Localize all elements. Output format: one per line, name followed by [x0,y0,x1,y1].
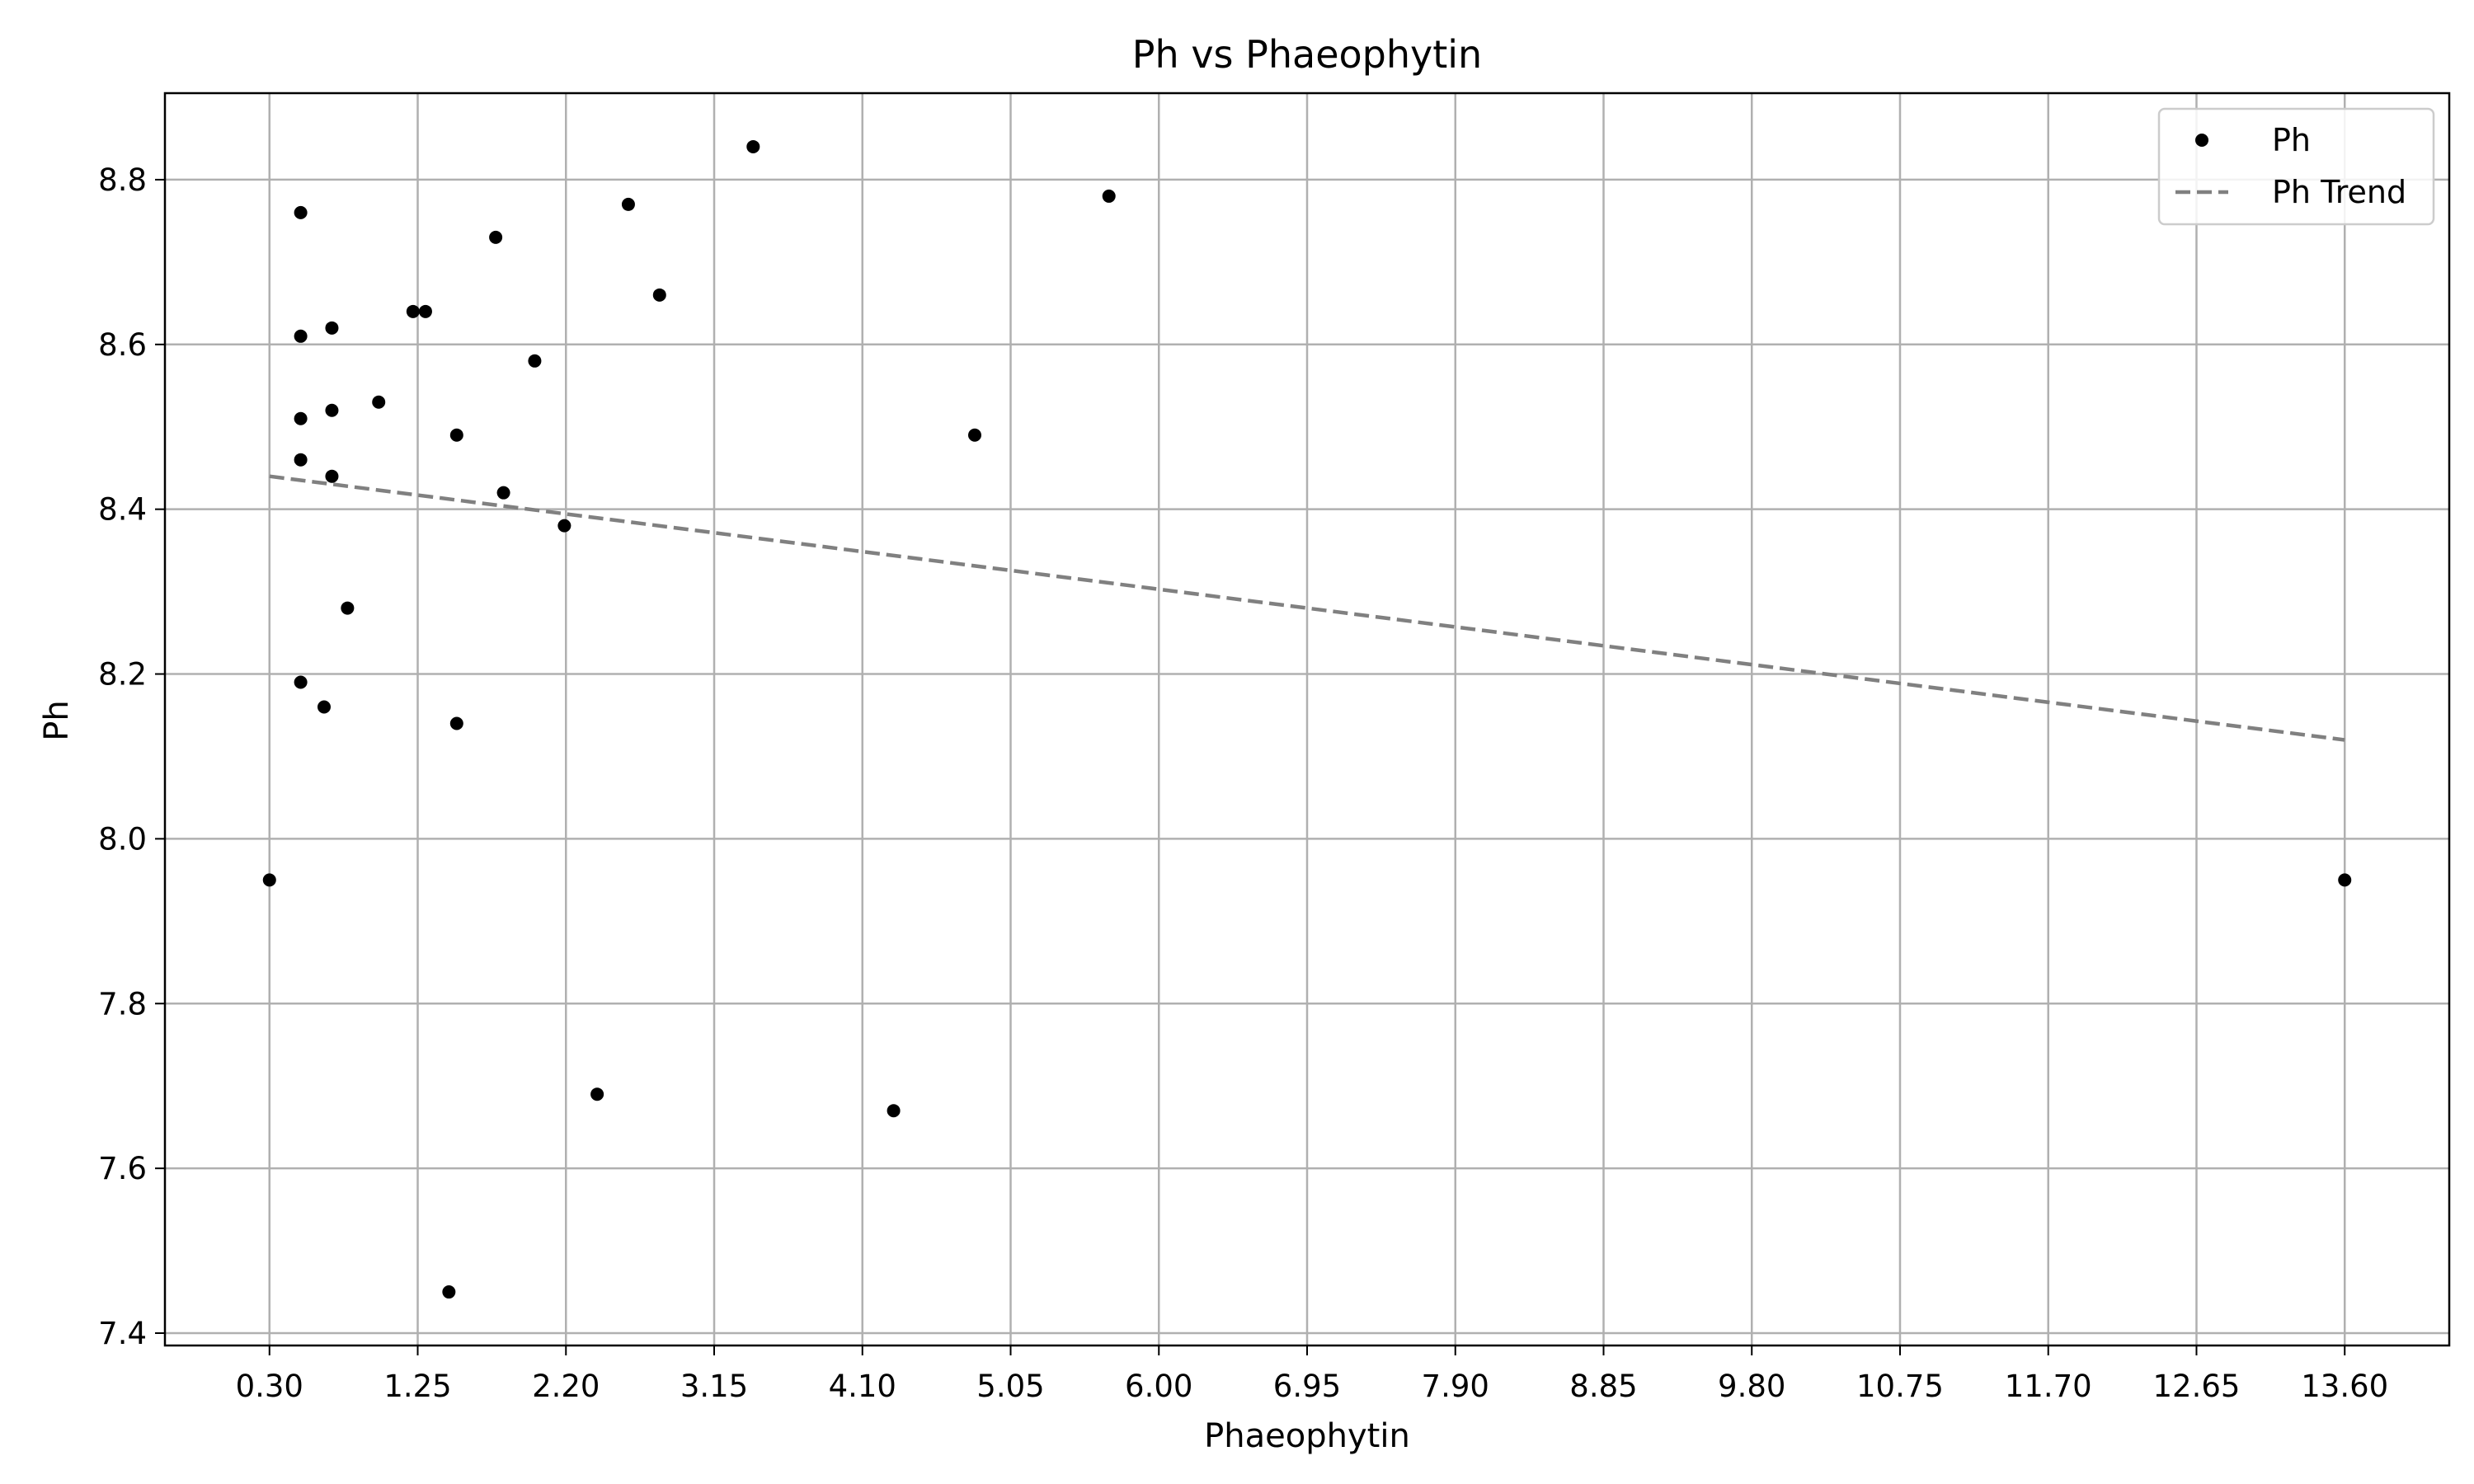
legend-label: Ph [2272,122,2311,158]
y-tick-label: 8.2 [98,657,147,693]
data-point [325,469,339,483]
y-tick-label: 8.6 [98,327,147,363]
data-point [325,321,339,335]
legend-box [2157,107,2435,226]
data-point [621,197,635,211]
data-point [557,519,571,533]
data-point [489,230,503,244]
x-tick-label: 3.15 [680,1369,748,1404]
data-point [294,205,308,219]
data-point [887,1104,901,1118]
x-tick-label: 6.00 [1125,1369,1192,1404]
x-tick-label: 6.95 [1273,1369,1341,1404]
data-point [341,601,355,615]
y-tick-label: 8.4 [98,492,147,528]
data-point [449,716,463,730]
data-point [528,354,542,368]
data-point [262,873,276,887]
y-tick-label: 7.6 [98,1151,147,1186]
x-tick-label: 5.05 [976,1369,1044,1404]
data-point [746,139,760,153]
x-tick-label: 1.25 [383,1369,451,1404]
x-tick-label: 10.75 [1856,1369,1944,1404]
x-tick-label: 0.30 [236,1369,303,1404]
points-layer [262,139,2352,1299]
x-axis-label: Phaeophytin [1204,1417,1410,1455]
data-point [496,486,510,500]
data-point [652,288,666,302]
x-tick-label: 11.70 [2005,1369,2092,1404]
data-point [317,700,331,714]
data-point [325,403,339,417]
x-axis-ticks: 0.30 1.25 2.20 3.15 4.10 5.05 6.00 6.95 7.90 8.85… [236,1345,2388,1404]
x-tick-label: 9.80 [1718,1369,1785,1404]
data-point [372,395,386,409]
data-point [294,329,308,343]
x-tick-label: 2.20 [532,1369,600,1404]
y-tick-label: 7.8 [98,986,147,1021]
chart-title: Ph vs Phaeophytin [1132,32,1482,77]
y-tick-label: 7.4 [98,1316,147,1351]
data-point [294,453,308,467]
data-point [294,675,308,689]
x-tick-label: 12.65 [2153,1369,2241,1404]
data-point [967,428,981,442]
data-point [406,304,420,318]
data-point [590,1087,604,1101]
grid [165,93,2449,1345]
x-tick-label: 7.90 [1422,1369,1489,1404]
legend: Ph Ph Trend [2157,107,2435,226]
y-axis-label: Ph [38,700,76,740]
data-point [418,304,432,318]
x-tick-label: 4.10 [829,1369,896,1404]
y-axis-ticks: 7.4 7.6 7.8 8.0 8.2 8.4 8.6 8.8 [98,162,165,1351]
y-tick-label: 8.0 [98,821,147,857]
trend-line [269,474,2345,742]
x-tick-label: 13.60 [2301,1369,2388,1404]
data-point [294,411,308,425]
data-point [442,1285,456,1299]
x-tick-label: 8.85 [1569,1369,1637,1404]
y-tick-label: 8.8 [98,162,147,198]
legend-label: Ph Trend [2272,174,2406,210]
data-point [1102,189,1116,203]
legend-marker [2195,134,2208,147]
data-point [2338,873,2352,887]
data-point [449,428,463,442]
trend-layer [269,474,2345,742]
